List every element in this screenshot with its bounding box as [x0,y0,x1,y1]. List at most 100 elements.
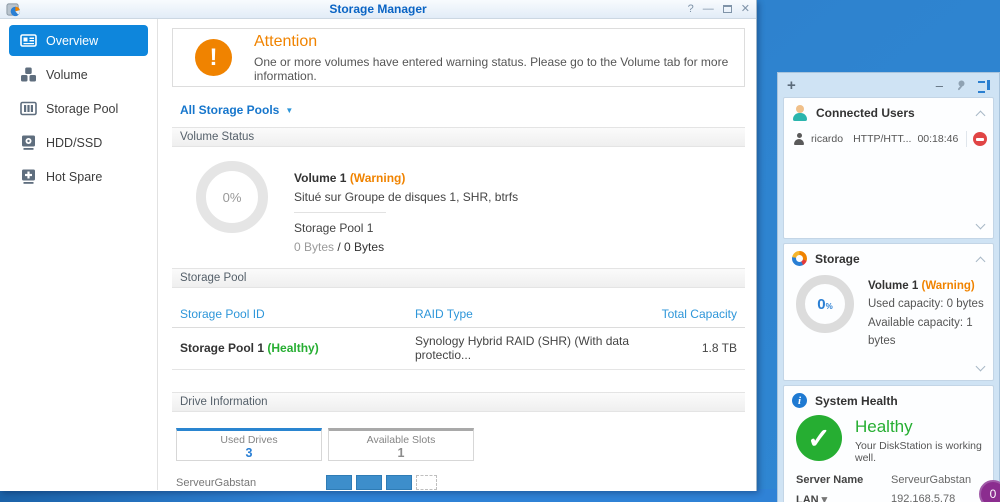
storage-widget: Storage 0 % Volume 1 (Warning) Used capa… [783,243,994,381]
pool-state: (Healthy) [267,341,319,356]
column-header-raid-type[interactable]: RAID Type [407,302,645,329]
connected-user-row[interactable]: ricardo HTTP/HTT... 00:18:46 [784,126,993,152]
column-header-pool-id[interactable]: Storage Pool ID [172,302,407,329]
widget-panel: + – Connected Users ricardo HTTP/HTT... … [777,72,1000,502]
storage-widget-icon [792,251,807,266]
storage-pool-section-header: Storage Pool [172,268,745,289]
volume-total-bytes: / 0 Bytes [337,239,385,254]
user-connect-time: 00:18:46 [917,133,959,145]
storage-usage-donut: 0 % [796,275,854,333]
server-name-value: ServeurGabstan [891,474,972,486]
storage-manager-window: Storage Manager ? — ✕ Overview Volume [0,0,757,491]
available-capacity: Available capacity: 1 bytes [868,316,973,348]
donut-unit: % [825,301,833,311]
volume-state: (Warning) [349,171,406,185]
server-name-label: ServeurGabstan [176,476,257,489]
storage-pool-icon [20,100,37,117]
alert-message: One or more volumes have entered warning… [254,54,729,83]
volume-description: Situé sur Groupe de disques 1, SHR, btrf… [294,189,519,204]
overview-content: ! Attention One or more volumes have ent… [158,19,756,491]
storage-pool-table: Storage Pool ID RAID Type Total Capacity… [172,302,745,371]
divider [294,212,386,214]
drive-slots [326,475,437,491]
hot-spare-icon [20,168,37,185]
used-drives-label: Used Drives [220,434,278,447]
sidebar-item-label: Overview [46,33,99,48]
alert-title: Attention [254,32,318,50]
health-message: Your DiskStation is working well. [855,440,982,464]
user-icon [793,133,805,145]
available-slots-value: 1 [397,446,405,461]
warning-icon: ! [195,39,232,76]
dock-panel-icon[interactable] [978,80,990,93]
connected-users-icon [792,105,808,121]
available-slots-label: Available Slots [366,434,436,447]
overview-icon [20,32,37,49]
widget-title: System Health [815,393,898,408]
add-widget-button[interactable]: + [787,76,796,94]
storage-manager-app-icon [6,2,21,16]
sidebar-item-overview[interactable]: Overview [9,25,148,56]
available-slots-box[interactable]: Available Slots 1 [328,428,474,462]
titlebar[interactable]: Storage Manager ? — ✕ [0,0,756,19]
hdd-ssd-icon [20,134,37,151]
pool-filter-dropdown[interactable]: All Storage Pools ▼ [180,103,293,117]
pin-icon[interactable] [954,79,967,92]
server-name-label: Server Name [796,474,864,486]
drive-slot-empty[interactable] [416,475,437,491]
used-drives-value: 3 [245,446,253,461]
volume-pool-name: Storage Pool 1 [294,221,374,236]
used-drives-box[interactable]: Used Drives 3 [176,428,322,462]
notification-badge[interactable]: 0 [979,480,1000,502]
connected-users-widget: Connected Users ricardo HTTP/HTT... 00:1… [783,97,994,239]
help-button[interactable]: ? [687,2,694,15]
widget-title: Storage [815,251,860,266]
attention-alert: ! Attention One or more volumes have ent… [172,28,745,87]
volume-status-block: 0% Volume 1 (Warning) Situé sur Groupe d… [172,147,745,268]
divider [966,131,967,147]
table-row[interactable]: Storage Pool 1 (Healthy) Synology Hybrid… [172,327,745,371]
widget-title: Connected Users [816,106,915,120]
sidebar-item-volume[interactable]: Volume [9,59,148,90]
window-title: Storage Manager [329,2,427,16]
chevron-down-icon: ▼ [285,105,294,115]
sidebar-item-hot-spare[interactable]: Hot Spare [9,161,148,192]
drive-slot-used[interactable] [326,475,352,491]
minimize-button[interactable]: — [702,2,714,15]
maximize-button[interactable] [722,5,732,13]
sidebar: Overview Volume Storage Pool HDD/SSD [0,19,158,490]
user-protocol: HTTP/HTT... [853,133,912,145]
sidebar-item-label: Hot Spare [46,169,103,184]
sidebar-item-hdd-ssd[interactable]: HDD/SSD [9,127,148,158]
volume-state: (Warning) [921,280,975,292]
pool-id: Storage Pool 1 [180,341,265,356]
close-button[interactable]: ✕ [740,2,750,15]
volume-status-section-header: Volume Status [172,127,745,147]
volume-name: Volume 1 [294,171,347,185]
sidebar-item-storage-pool[interactable]: Storage Pool [9,93,148,124]
lan-dropdown[interactable]: LAN ▾ [796,493,891,502]
user-name: ricardo [811,133,844,145]
column-header-total-capacity[interactable]: Total Capacity [645,302,745,329]
sidebar-item-label: HDD/SSD [46,135,103,150]
health-status: Healthy [855,417,913,436]
info-icon: i [792,393,807,408]
pool-filter-label: All Storage Pools [180,103,280,117]
chevron-down-icon: ▾ [821,494,828,502]
volume-icon [20,66,37,83]
used-capacity: Used capacity: 0 bytes [868,298,984,311]
volume-name: Volume 1 [868,280,919,292]
kick-user-icon[interactable] [973,132,987,146]
drive-information-section-header: Drive Information [172,392,745,413]
lan-ip-value: 192.168.5.78 [891,493,956,502]
minimize-panel-button[interactable]: – [935,77,943,93]
volume-used-bytes: 0 Bytes [294,239,335,254]
pool-raid-type: Synology Hybrid RAID (SHR) (With data pr… [407,327,645,371]
chevron-down-icon[interactable] [975,219,986,230]
chevron-down-icon[interactable] [975,361,986,372]
drive-slot-used[interactable] [356,475,382,491]
drive-slot-used[interactable] [386,475,412,491]
pool-capacity: 1.8 TB [645,327,745,371]
sidebar-item-label: Volume [46,67,88,82]
